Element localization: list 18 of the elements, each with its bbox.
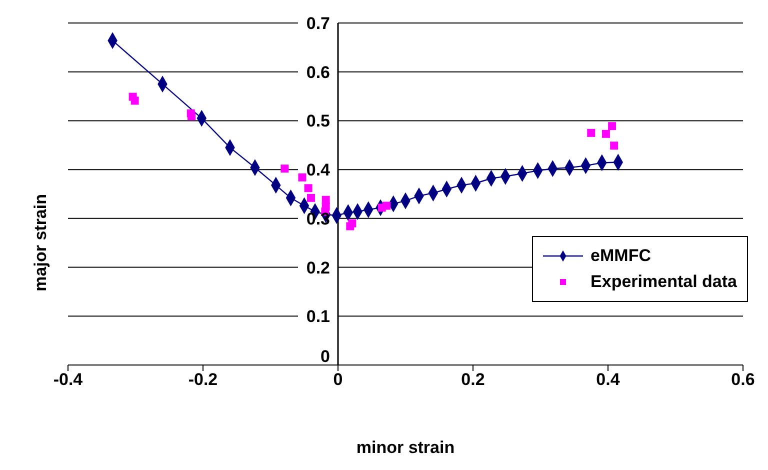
y-tick-label: 0.1 bbox=[306, 307, 330, 326]
y-tick-label: 0 bbox=[320, 347, 330, 366]
y-tick-label: 0.4 bbox=[306, 160, 331, 180]
x-tick-label: 0.6 bbox=[731, 370, 755, 390]
y-tick-label: 0.7 bbox=[306, 14, 330, 33]
y-tick-label: 0.2 bbox=[306, 258, 330, 278]
y-axis-title: major strain bbox=[31, 194, 50, 292]
y-tick-label: 0.3 bbox=[306, 209, 330, 228]
x-tick-label: -0.4 bbox=[53, 370, 84, 390]
y-tick-label: 0.5 bbox=[306, 112, 330, 131]
legend-label: eMMFC bbox=[590, 246, 651, 266]
x-axis-title: minor strain bbox=[356, 438, 455, 457]
x-tick-label: -0.2 bbox=[188, 370, 218, 390]
x-tick-label: 0.4 bbox=[596, 370, 620, 390]
legend-label: Experimental data bbox=[590, 272, 737, 292]
y-tick-label: 0.6 bbox=[306, 62, 330, 82]
x-tick-label: 0 bbox=[333, 370, 343, 390]
x-tick-label: 0.2 bbox=[461, 370, 485, 390]
